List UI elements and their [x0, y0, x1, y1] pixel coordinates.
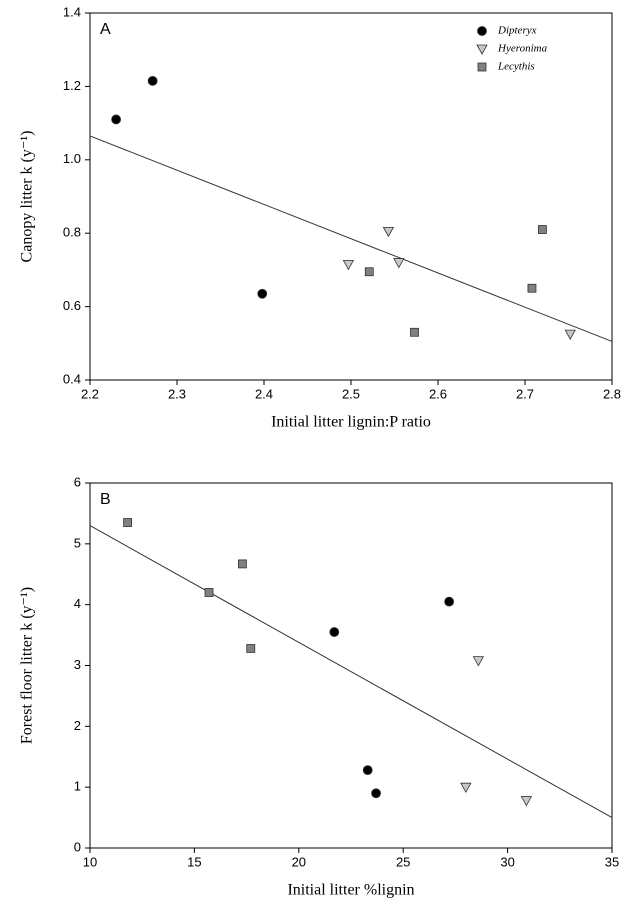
- point: [472, 656, 485, 667]
- x-tick-label: 30: [500, 854, 514, 869]
- y-tick-label: 6: [74, 474, 81, 489]
- y-tick-label: 0.4: [63, 371, 81, 386]
- x-tick-label: 2.4: [255, 386, 273, 401]
- x-tick-label: 25: [396, 854, 410, 869]
- y-tick-label: 1.2: [63, 78, 81, 93]
- x-tick-label: 10: [83, 854, 97, 869]
- point: [362, 765, 373, 776]
- x-tick-label: 2.5: [342, 386, 360, 401]
- point: [123, 518, 132, 527]
- point: [393, 258, 405, 269]
- y-axis-label: Forest floor litter k (y⁻¹): [19, 587, 36, 744]
- trend-line: [89, 135, 613, 342]
- point: [147, 75, 158, 86]
- y-tick-label: 1.4: [63, 4, 81, 19]
- point: [410, 327, 419, 337]
- point: [364, 267, 374, 277]
- point: [520, 796, 533, 807]
- y-tick-label: 0.6: [63, 298, 81, 313]
- x-tick-label: 2.7: [516, 386, 534, 401]
- x-axis-label: Initial litter %lignin: [287, 882, 414, 899]
- y-tick-label: 0: [74, 839, 81, 854]
- x-tick-label: 2.6: [429, 386, 447, 401]
- x-tick-label: 35: [605, 854, 619, 869]
- point: [204, 588, 214, 597]
- legend-marker: [476, 44, 488, 55]
- x-tick-label: 15: [187, 854, 201, 869]
- point: [342, 259, 355, 271]
- legend-marker: [477, 62, 487, 72]
- point: [111, 114, 121, 125]
- y-tick-label: 3: [74, 657, 81, 672]
- trend-line: [89, 525, 613, 819]
- x-tick-label: 2.8: [603, 386, 621, 401]
- x-tick-label: 2.2: [81, 386, 99, 401]
- point: [371, 788, 381, 799]
- y-tick-label: 1.0: [63, 151, 81, 166]
- legend-label: Hyeronima: [497, 43, 548, 55]
- x-tick-label: 2.3: [168, 386, 186, 401]
- y-axis-label: Canopy litter k (y⁻¹): [19, 131, 36, 263]
- panel-label: B: [100, 491, 111, 508]
- y-tick-label: 2: [74, 718, 81, 733]
- point: [564, 329, 576, 340]
- point: [444, 596, 455, 607]
- x-tick-label: 20: [292, 854, 306, 869]
- point: [382, 226, 395, 238]
- y-tick-label: 5: [74, 535, 81, 550]
- legend-marker: [477, 26, 487, 36]
- x-axis-label: Initial litter lignin:P ratio: [271, 414, 431, 431]
- point: [460, 782, 472, 793]
- plot-frame: [89, 482, 613, 849]
- point: [329, 627, 340, 637]
- legend-label: Lecythis: [497, 61, 535, 73]
- y-tick-label: 0.8: [63, 225, 81, 240]
- point: [246, 644, 256, 653]
- point: [538, 225, 547, 234]
- legend-label: Dipteryx: [497, 25, 537, 37]
- point: [257, 288, 268, 299]
- point: [527, 283, 537, 293]
- y-tick-label: 4: [74, 596, 81, 611]
- y-tick-label: 1: [74, 779, 81, 794]
- point: [238, 559, 247, 569]
- panel-label: A: [100, 21, 111, 38]
